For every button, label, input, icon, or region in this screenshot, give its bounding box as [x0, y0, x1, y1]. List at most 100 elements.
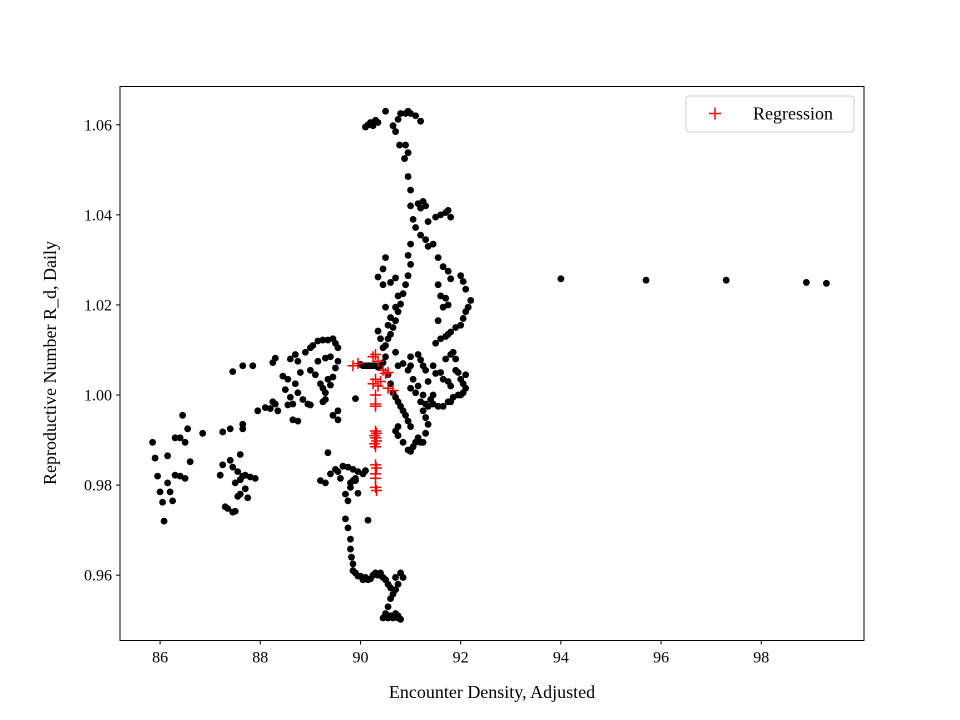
data-point: [309, 342, 317, 349]
data-point: [244, 494, 252, 502]
data-point: [334, 407, 342, 415]
data-point: [266, 405, 274, 412]
data-point: [156, 488, 164, 496]
data-point: [419, 391, 427, 399]
data-point: [422, 414, 430, 421]
data-point: [439, 402, 447, 410]
data-point: [429, 240, 437, 248]
data-point: [332, 364, 339, 372]
data-point: [271, 400, 279, 408]
data-point: [166, 488, 174, 496]
data-point: [387, 279, 394, 286]
data-point: [229, 463, 237, 471]
data-point: [409, 215, 417, 223]
legend-label-regression: Regression: [753, 104, 833, 124]
data-point: [286, 393, 294, 401]
data-point: [394, 292, 402, 300]
data-point: [467, 297, 475, 304]
data-point: [439, 263, 447, 271]
data-point: [347, 479, 354, 487]
data-point: [384, 321, 392, 329]
data-point: [384, 335, 392, 343]
x-tick-label: 96: [653, 650, 669, 667]
data-point: [311, 371, 319, 379]
data-point: [284, 401, 292, 409]
data-point: [447, 328, 455, 336]
data-point: [254, 407, 262, 415]
regression-point: [367, 351, 379, 363]
data-point: [417, 117, 425, 125]
data-point: [224, 505, 232, 512]
data-point: [181, 438, 189, 446]
data-point: [394, 432, 402, 439]
data-point: [236, 451, 244, 458]
data-point: [407, 240, 414, 248]
data-point: [314, 337, 322, 345]
y-tick-label: 0.96: [84, 568, 112, 585]
x-axis-ticks: 86 88 90 92 94 96 98: [152, 640, 769, 667]
data-point: [322, 389, 329, 397]
data-point: [149, 438, 156, 446]
data-point: [722, 276, 730, 284]
data-point: [294, 357, 302, 365]
data-point: [412, 112, 419, 120]
data-point: [407, 423, 414, 430]
data-point: [379, 265, 387, 273]
data-point: [407, 202, 414, 210]
data-point: [169, 497, 177, 505]
data-point: [322, 354, 329, 362]
data-point: [414, 382, 422, 390]
legend-marker-regression: [709, 107, 721, 120]
y-tick-label: 0.98: [84, 478, 112, 495]
y-axis-title: Reproductive Number R_d, Daily: [40, 241, 60, 485]
data-point: [407, 384, 414, 392]
data-point: [417, 231, 425, 239]
data-point: [394, 580, 402, 588]
data-point: [377, 335, 384, 343]
data-point: [382, 353, 389, 361]
data-point: [464, 303, 472, 311]
data-point: [439, 303, 447, 311]
data-point: [387, 380, 394, 388]
data-point: [374, 273, 382, 281]
data-point: [404, 173, 412, 180]
data-point: [399, 438, 407, 446]
data-point: [437, 369, 445, 376]
data-point: [334, 468, 342, 475]
data-point: [401, 155, 408, 162]
data-point: [337, 474, 344, 482]
data-point: [402, 141, 409, 149]
data-point: [286, 355, 294, 363]
regression-point: [367, 378, 379, 390]
data-point: [442, 294, 450, 302]
data-point: [434, 254, 442, 262]
data-point: [424, 378, 432, 385]
data-point: [239, 425, 247, 433]
data-point: [306, 401, 314, 409]
data-point: [314, 357, 322, 365]
data-point: [392, 128, 399, 135]
data-point: [424, 420, 432, 428]
y-tick-label: 1.04: [84, 207, 112, 224]
data-point: [422, 236, 430, 244]
data-point: [296, 369, 304, 376]
data-point: [289, 400, 297, 408]
data-point: [384, 603, 392, 611]
data-point: [444, 398, 452, 406]
data-point: [284, 375, 292, 383]
regression-point: [372, 355, 384, 367]
regression-point: [352, 358, 364, 369]
data-point: [329, 411, 337, 419]
data-point: [327, 470, 334, 478]
data-point: [176, 434, 184, 442]
data-point: [397, 110, 404, 117]
data-point: [407, 353, 414, 361]
data-point: [374, 119, 382, 126]
data-point: [412, 389, 419, 397]
data-point: [357, 361, 364, 368]
data-point: [160, 517, 168, 525]
data-point: [459, 315, 467, 322]
data-point: [382, 254, 389, 262]
data-point: [352, 395, 359, 403]
